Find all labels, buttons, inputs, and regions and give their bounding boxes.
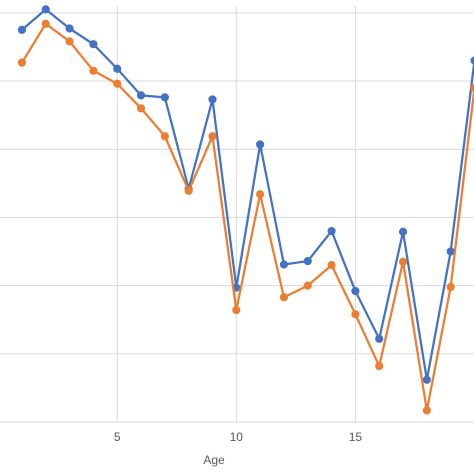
data-point [65, 37, 74, 46]
data-point [375, 334, 384, 343]
data-point [351, 286, 360, 296]
series-line [20, 8, 474, 381]
data-point [327, 261, 336, 270]
data-point [279, 293, 289, 302]
data-point [160, 93, 169, 102]
data-point [17, 25, 27, 34]
x-tick-label: 10 [230, 430, 244, 444]
data-point [89, 66, 98, 75]
data-point [375, 361, 384, 371]
series-2 [17, 19, 474, 415]
data-point [398, 257, 408, 266]
series-1 [17, 5, 474, 384]
data-point [113, 64, 122, 73]
data-point [351, 310, 360, 319]
data-point [256, 190, 265, 199]
gridlines [0, 6, 474, 422]
data-point [41, 5, 50, 14]
data-point [470, 83, 474, 92]
data-point [113, 79, 122, 88]
data-point [208, 132, 217, 141]
data-point [422, 375, 431, 384]
data-point [89, 40, 98, 49]
data-point [470, 56, 474, 65]
x-tick-label: 15 [349, 430, 363, 444]
data-point [446, 247, 455, 256]
data-point [208, 95, 217, 104]
series-line [20, 22, 474, 412]
data-point [303, 281, 312, 290]
data-point [327, 226, 336, 236]
data-point [65, 24, 74, 33]
data-point [398, 227, 408, 236]
data-point [303, 256, 312, 266]
data-point [232, 306, 241, 315]
series-group [17, 5, 474, 415]
data-point [256, 140, 265, 149]
data-point [17, 58, 27, 67]
x-tick-label: 5 [114, 430, 121, 444]
data-point [160, 132, 169, 141]
data-point [279, 260, 289, 269]
data-point [184, 186, 193, 195]
data-point [422, 406, 431, 415]
data-point [446, 282, 455, 292]
data-point [41, 19, 50, 28]
x-axis-title: Age [203, 453, 225, 467]
data-point [136, 91, 146, 100]
tick-labels: 5 10 15 [114, 430, 363, 444]
data-point [136, 104, 146, 113]
